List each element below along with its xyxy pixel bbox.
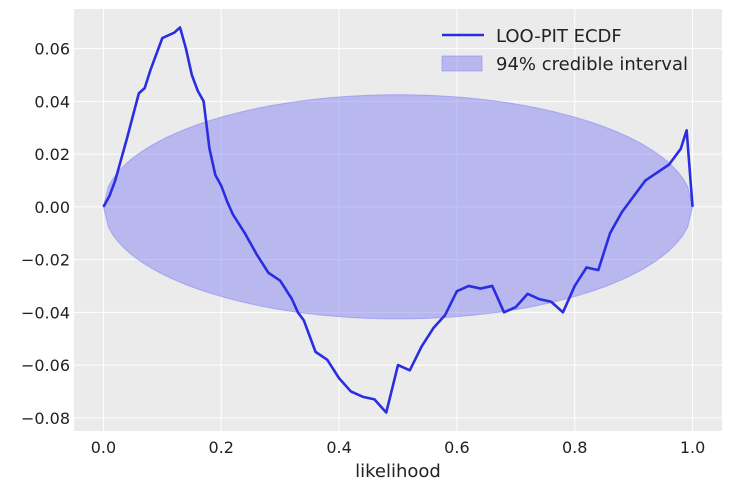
legend-band-swatch xyxy=(441,55,483,72)
x-tick-label: 0.8 xyxy=(562,438,587,457)
y-tick-label: 0.00 xyxy=(34,198,70,217)
legend-band-label: 94% credible interval xyxy=(496,54,688,75)
legend: LOO-PIT ECDF 94% credible interval xyxy=(441,26,688,75)
credible-interval-band xyxy=(102,94,694,320)
y-tick-label: 0.06 xyxy=(34,40,70,59)
x-tick-labels: 0.0 0.2 0.4 0.6 0.8 1.0 xyxy=(91,438,706,457)
x-tick-label: 0.2 xyxy=(209,438,234,457)
x-tick-label: 0.6 xyxy=(444,438,469,457)
grid xyxy=(74,9,722,431)
legend-ecdf-label: LOO-PIT ECDF xyxy=(496,26,622,47)
y-tick-label: −0.06 xyxy=(21,356,70,375)
y-tick-label: 0.02 xyxy=(34,145,70,164)
x-tick-label: 0.0 xyxy=(91,438,116,457)
y-tick-label: 0.04 xyxy=(34,92,70,111)
y-tick-label: −0.08 xyxy=(21,409,70,428)
y-tick-labels: −0.08 −0.06 −0.04 −0.02 0.00 0.02 0.04 0.06 xyxy=(21,40,70,428)
x-tick-label: 0.4 xyxy=(326,438,351,457)
x-axis-label: likelihood xyxy=(355,461,441,482)
plot-background xyxy=(74,9,722,431)
y-tick-label: −0.02 xyxy=(21,251,70,270)
x-tick-label: 1.0 xyxy=(680,438,705,457)
loo-pit-ecdf-line xyxy=(102,26,694,414)
y-tick-label: −0.04 xyxy=(21,303,70,322)
